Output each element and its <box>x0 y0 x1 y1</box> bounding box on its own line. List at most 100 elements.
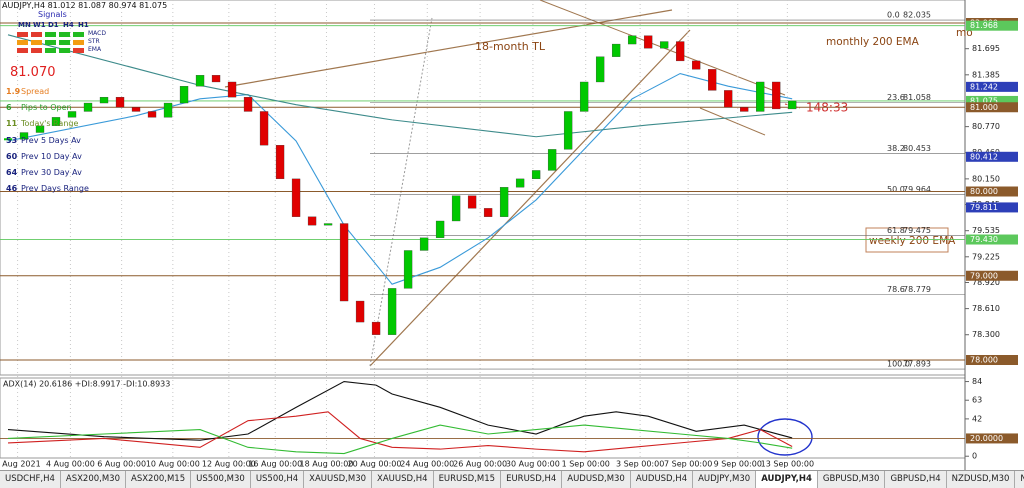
candle <box>531 170 541 180</box>
candle <box>547 149 557 171</box>
annotation: weekly 200 EMA <box>869 235 956 247</box>
level-box <box>966 234 1018 245</box>
candle <box>147 111 157 118</box>
candle <box>211 75 221 83</box>
chart: 18-month TL monthly 200 EMA mo 148:33 we… <box>0 0 1018 470</box>
candle <box>579 81 589 112</box>
chart-tab[interactable]: NZDUSD,M30 <box>947 471 1016 488</box>
channel-line <box>699 107 766 136</box>
chart-tab[interactable]: XAUUSD,M30 <box>304 471 373 488</box>
x-tick-label: 12 Aug 00:00 <box>202 460 256 469</box>
level-box <box>966 202 1018 213</box>
fib-price: 82.035 <box>903 11 931 20</box>
chart-tab[interactable]: NZDUSD,H4 <box>1015 471 1024 488</box>
candle <box>195 75 205 87</box>
level-label: 81.075 <box>970 96 998 105</box>
signal-cell <box>17 48 28 53</box>
x-tick-label: 30 Aug 00:00 <box>506 460 560 469</box>
signal-cell <box>31 48 42 53</box>
adx-panel <box>0 377 966 459</box>
chart-tab[interactable]: AUDUSD,M30 <box>562 471 631 488</box>
fib-price: 78.779 <box>903 285 931 294</box>
chart-tab[interactable]: US500,H4 <box>251 471 305 488</box>
candle <box>115 96 125 108</box>
chart-tab[interactable]: EURUSD,H4 <box>501 471 563 488</box>
signal-cell <box>45 32 56 37</box>
y-tick-label: 0 <box>972 452 977 461</box>
candle <box>788 100 797 110</box>
stat-label: Prev 5 Days Av <box>21 135 81 145</box>
x-tick-label: 9 Sep 00:00 <box>714 460 762 469</box>
candle <box>756 81 765 112</box>
candle <box>515 178 525 188</box>
candle <box>99 96 109 104</box>
chart-tab[interactable]: ASX200,M30 <box>61 471 126 488</box>
candle <box>643 35 653 49</box>
candle <box>243 96 253 112</box>
signal-cell <box>73 40 84 45</box>
signal-cell <box>73 48 84 53</box>
x-tick-label: 26 Aug 00:00 <box>453 460 507 469</box>
candle <box>435 220 445 238</box>
fib-ratio: 38.2 <box>887 144 905 153</box>
y-tick-label: 78.300 <box>972 330 1000 339</box>
symbol-title: AUDJPY,H4 81.012 81.087 80.974 81.075 <box>2 1 168 10</box>
level-label: 81.242 <box>970 82 998 91</box>
y-tick-label: 42 <box>972 414 982 423</box>
fib-price: 79.964 <box>903 185 931 194</box>
level-label: 79.811 <box>970 203 998 212</box>
candle <box>403 250 413 289</box>
x-tick-label: 1 Sep 00:00 <box>562 460 610 469</box>
chart-tab[interactable]: EURUSD,M15 <box>434 471 502 488</box>
candle <box>179 86 189 104</box>
candle <box>740 107 749 112</box>
candle <box>611 43 621 57</box>
chart-tab[interactable]: XAUUSD,H4 <box>372 471 434 488</box>
chart-tab[interactable]: GBPUSD,M30 <box>818 471 886 488</box>
signal-name: EMA <box>88 46 102 53</box>
stat-label: Prev 10 Day Av <box>21 151 82 161</box>
signal-cell <box>59 40 70 45</box>
level-box <box>966 20 1018 31</box>
fib-ratio: 78.6 <box>887 285 905 294</box>
x-tick-label: 7 Sep 00:00 <box>664 460 712 469</box>
chart-tab[interactable]: AUDJPY,H4 <box>756 471 818 488</box>
fib-ratio: 50.0 <box>887 185 905 194</box>
stat-label: Prev Days Range <box>21 184 89 194</box>
candle <box>163 102 173 118</box>
chart-tab[interactable]: US500,M30 <box>191 471 251 488</box>
candle <box>707 69 717 91</box>
stat-value: 46 <box>6 184 18 194</box>
y-tick-label: 81.695 <box>972 44 1000 53</box>
y-tick-label: 80.770 <box>972 122 1000 131</box>
stat-value: 53 <box>6 135 18 145</box>
signal-cell <box>45 40 56 45</box>
adx-title: ADX(14) 20.6186 +DI:8.9917 -DI:10.8933 <box>3 380 170 389</box>
y-tick-label: 80.150 <box>972 174 1000 183</box>
stat-value: 64 <box>6 168 18 177</box>
annotation: monthly 200 EMA <box>826 36 920 48</box>
level-box <box>966 433 1018 444</box>
chart-tab[interactable]: USDCHF,H4 <box>0 471 61 488</box>
signals-title: Signals <box>38 10 67 19</box>
candle <box>772 81 781 110</box>
chart-tab[interactable]: AUDJPY,M30 <box>693 471 757 488</box>
fib-price: 81.058 <box>903 93 931 102</box>
stat-value: 11 <box>6 119 18 129</box>
chart-tab[interactable]: GBPUSD,H4 <box>885 471 947 488</box>
fib-price: 80.453 <box>903 144 931 153</box>
level-label: 79.000 <box>970 271 998 280</box>
candle <box>451 195 461 222</box>
candle <box>595 56 605 83</box>
level-box <box>966 355 1018 366</box>
level-label: 81.968 <box>970 21 998 30</box>
chart-tab[interactable]: ASX200,M15 <box>126 471 192 488</box>
indicator-line <box>7 380 793 441</box>
candle <box>291 178 301 217</box>
level-box <box>966 186 1018 197</box>
candle <box>499 187 509 217</box>
level-label: 80.412 <box>970 152 998 161</box>
chart-tab[interactable]: AUDUSD,H4 <box>631 471 694 488</box>
candle <box>691 60 701 70</box>
